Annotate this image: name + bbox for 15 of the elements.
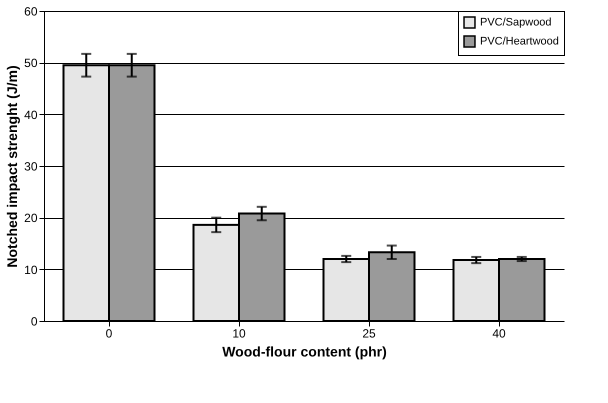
- legend-label: PVC/Heartwood: [480, 36, 559, 48]
- y-tick-label: 60: [24, 4, 38, 18]
- x-axis-title: Wood-flour content (phr): [222, 344, 387, 360]
- y-tick-label: 30: [24, 160, 38, 174]
- x-tick-label: 0: [106, 326, 113, 340]
- x-tick-label: 25: [362, 326, 376, 340]
- legend-label: PVC/Sapwood: [480, 16, 552, 28]
- x-tick-label: 10: [232, 326, 246, 340]
- y-tick-label: 20: [24, 211, 38, 226]
- y-tick-label: 50: [24, 56, 38, 70]
- y-tick-label: 10: [24, 262, 38, 277]
- y-tick-label: 0: [30, 314, 38, 328]
- x-tick-label: 40: [492, 326, 506, 340]
- y-axis-title: Notched impact strenght (J/m): [4, 65, 20, 268]
- y-tick-label: 40: [24, 108, 38, 122]
